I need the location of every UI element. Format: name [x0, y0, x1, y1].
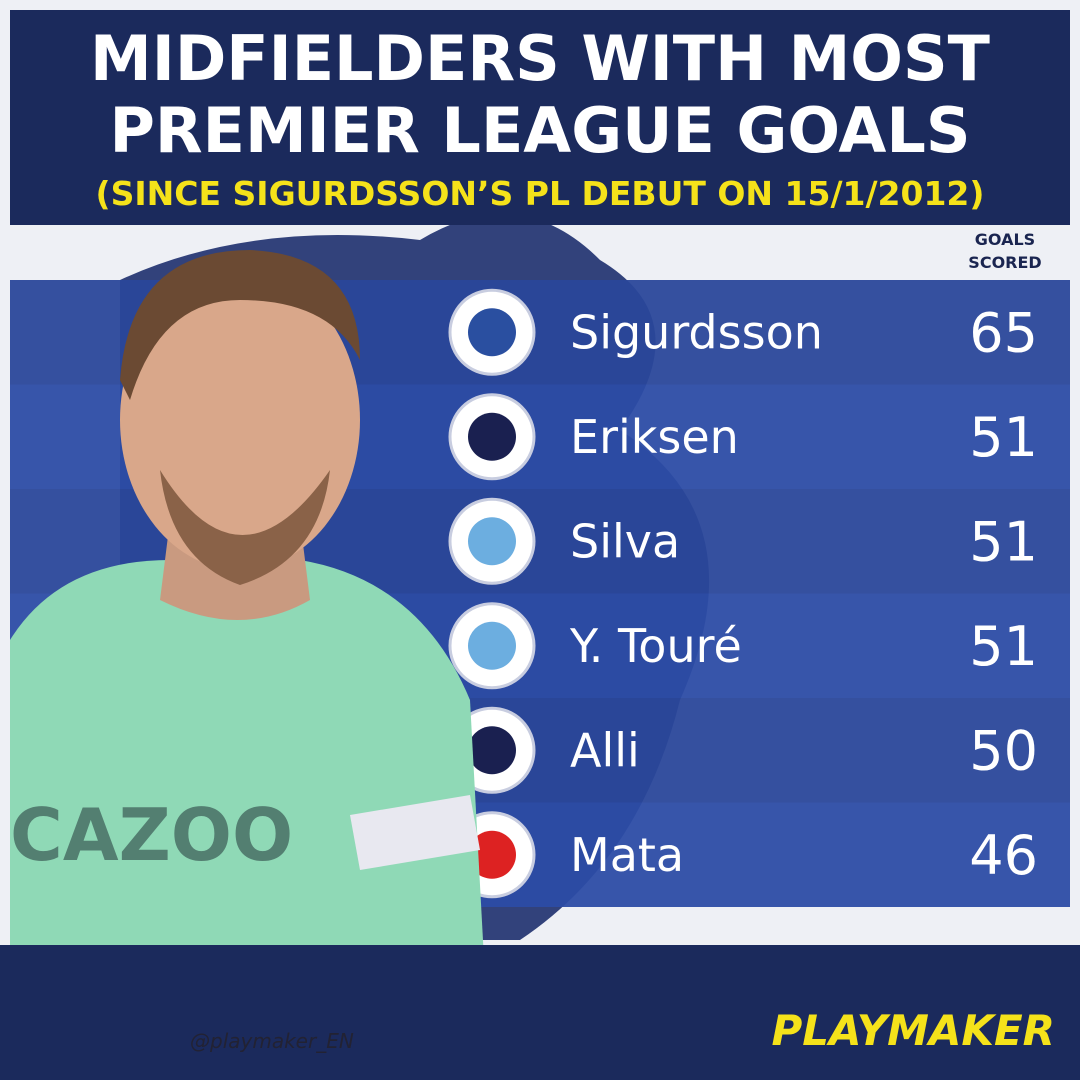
- handle: @playmaker_EN: [190, 1029, 354, 1053]
- goals: 50: [969, 719, 1038, 782]
- club-crest: [468, 517, 516, 566]
- player-name: Y. Touré: [569, 619, 742, 673]
- club-crest: [468, 621, 516, 670]
- club-crest: [468, 830, 516, 879]
- goals: 51: [969, 615, 1038, 678]
- shirt: [10, 560, 490, 1070]
- player-name: Mata: [570, 828, 684, 882]
- player: CAZOO: [10, 250, 490, 1070]
- hair: [120, 250, 360, 400]
- column-header: SCORED: [968, 253, 1041, 272]
- club-crest: [468, 308, 516, 357]
- subtitle: (SINCE SIGURDSSON’S PL DEBUT ON 15/1/201…: [96, 174, 985, 213]
- title-band: [10, 10, 1070, 225]
- beard: [160, 470, 330, 585]
- brand: PLAYMAKER: [771, 1006, 1055, 1055]
- armband: [350, 795, 480, 870]
- club-crest: [468, 726, 516, 775]
- head: [120, 270, 360, 570]
- column-header: GOALS: [975, 230, 1035, 249]
- club-crest: [468, 412, 516, 461]
- title-line: PREMIER LEAGUE GOALS: [109, 94, 970, 167]
- goals: 65: [969, 301, 1038, 364]
- player-name: Silva: [570, 514, 680, 568]
- title-line: MIDFIELDERS WITH MOST: [90, 22, 990, 95]
- player-name: Eriksen: [570, 410, 739, 464]
- goals: 51: [969, 406, 1038, 469]
- player-name: Alli: [570, 723, 640, 777]
- goals: 51: [969, 510, 1038, 573]
- goals: 46: [969, 824, 1038, 887]
- player-name: Sigurdsson: [570, 305, 823, 359]
- sponsor: CAZOO: [10, 793, 293, 877]
- footer-band: [0, 945, 1080, 1080]
